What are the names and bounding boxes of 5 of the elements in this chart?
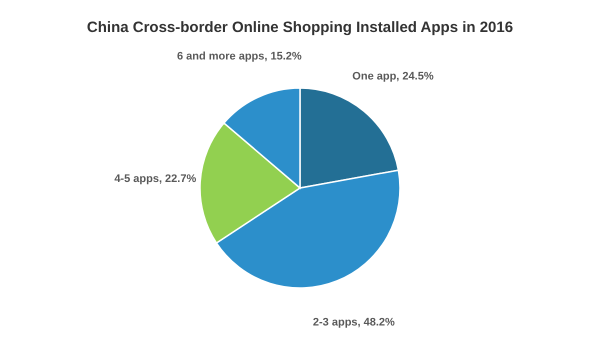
chart-title: China Cross-border Online Shopping Installed Apps in 2016 [86,19,514,36]
slice-label: One app, 24.5% [352,70,434,83]
slice-label: 4-5 apps, 22.7% [114,172,196,185]
slice-label: 6 and more apps, 15.2% [176,50,302,62]
slice-label: 2-3 apps, 48.2% [312,316,396,329]
